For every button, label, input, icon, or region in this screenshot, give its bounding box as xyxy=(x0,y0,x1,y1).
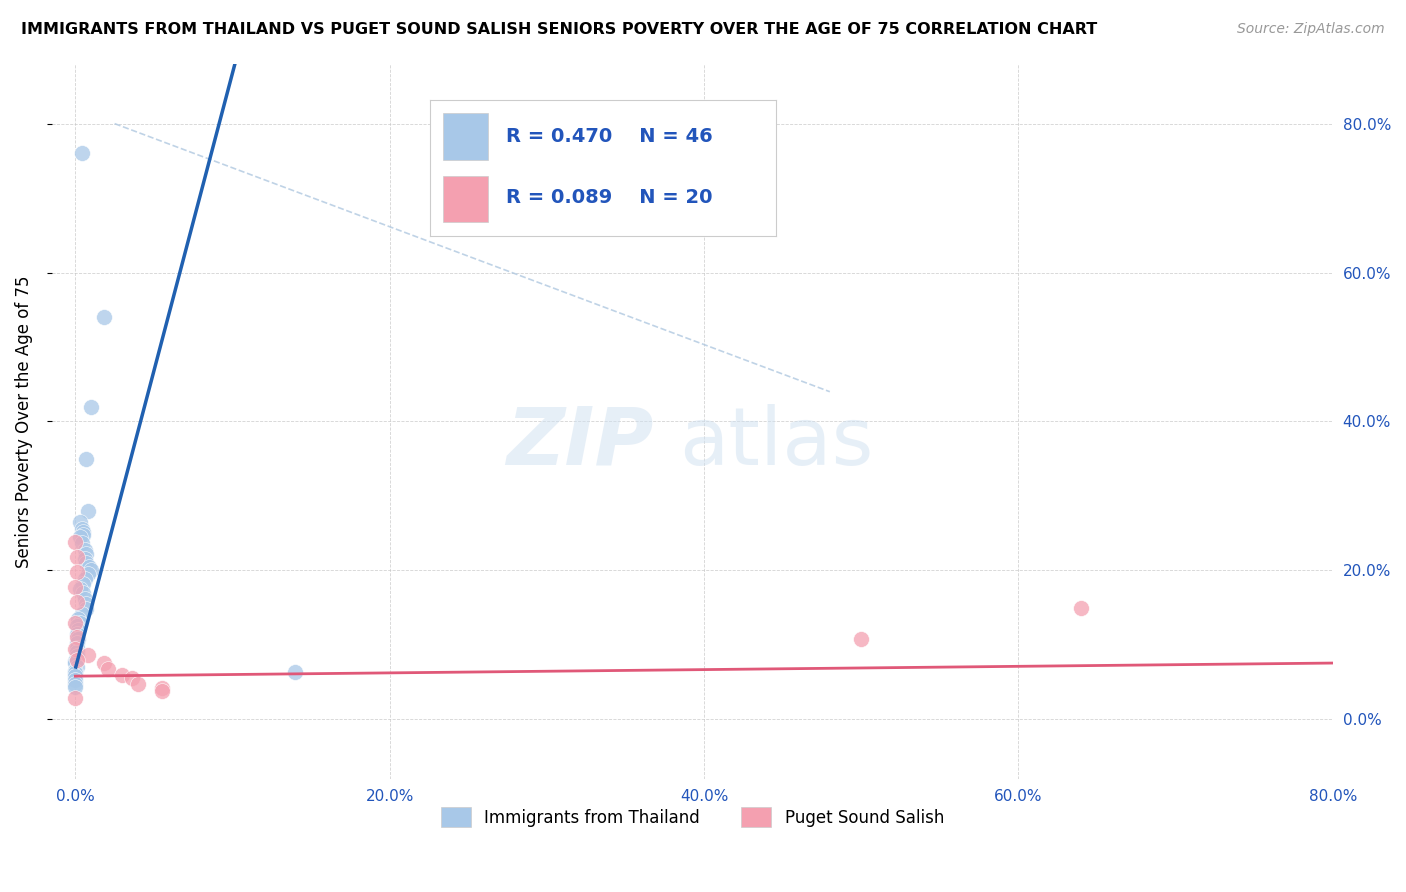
Point xyxy=(66,626,89,640)
Point xyxy=(72,524,94,539)
Point xyxy=(65,664,87,678)
Point xyxy=(73,542,96,557)
Point xyxy=(72,527,94,541)
Point xyxy=(127,676,149,690)
Point xyxy=(67,632,90,646)
Point xyxy=(97,662,120,676)
Point xyxy=(66,631,89,645)
Point xyxy=(72,586,94,600)
Point xyxy=(66,648,89,663)
Point xyxy=(851,632,873,646)
Point xyxy=(65,657,87,671)
Point xyxy=(73,552,96,566)
Point xyxy=(70,536,93,550)
Point xyxy=(73,572,96,586)
Legend: Immigrants from Thailand, Puget Sound Salish: Immigrants from Thailand, Puget Sound Sa… xyxy=(432,799,952,835)
Point xyxy=(65,653,87,667)
Point xyxy=(66,636,89,650)
Point xyxy=(150,681,173,695)
Point xyxy=(65,535,87,549)
Point xyxy=(75,556,97,570)
Point xyxy=(284,665,307,680)
Point xyxy=(80,400,103,414)
Point xyxy=(65,673,87,687)
Point xyxy=(79,559,101,574)
Point xyxy=(69,515,91,529)
Point xyxy=(69,615,91,630)
Point xyxy=(66,565,89,579)
Point xyxy=(75,547,97,561)
Point xyxy=(121,672,143,686)
Point xyxy=(66,660,89,674)
Text: Source: ZipAtlas.com: Source: ZipAtlas.com xyxy=(1237,22,1385,37)
Point xyxy=(65,580,87,594)
Point xyxy=(75,597,97,611)
Point xyxy=(65,681,87,695)
Point xyxy=(66,549,89,564)
Point xyxy=(70,523,93,537)
Point xyxy=(66,645,89,659)
Point xyxy=(72,577,94,591)
Point xyxy=(73,591,96,606)
Point xyxy=(80,563,103,577)
Point xyxy=(93,310,115,325)
Point xyxy=(75,451,97,466)
Point xyxy=(69,582,91,596)
Point xyxy=(66,653,89,667)
Point xyxy=(70,607,93,621)
Point xyxy=(69,530,91,544)
Text: atlas: atlas xyxy=(679,404,873,482)
Point xyxy=(67,612,90,626)
Point xyxy=(1070,600,1092,615)
Point xyxy=(150,684,173,698)
Point xyxy=(70,146,93,161)
Text: IMMIGRANTS FROM THAILAND VS PUGET SOUND SALISH SENIORS POVERTY OVER THE AGE OF 7: IMMIGRANTS FROM THAILAND VS PUGET SOUND … xyxy=(21,22,1097,37)
Point xyxy=(66,640,89,655)
Point xyxy=(65,666,87,681)
Point xyxy=(65,641,87,656)
Point xyxy=(77,504,100,518)
Point xyxy=(93,657,115,671)
Point xyxy=(65,615,87,630)
Point xyxy=(65,676,87,690)
Point xyxy=(67,623,90,637)
Y-axis label: Seniors Poverty Over the Age of 75: Seniors Poverty Over the Age of 75 xyxy=(15,276,32,567)
Point xyxy=(66,595,89,609)
Point xyxy=(77,567,100,582)
Point xyxy=(65,691,87,706)
Point xyxy=(65,669,87,683)
Point xyxy=(75,602,97,616)
Point xyxy=(111,667,134,681)
Point xyxy=(66,619,89,633)
Text: ZIP: ZIP xyxy=(506,404,654,482)
Point xyxy=(77,648,100,663)
